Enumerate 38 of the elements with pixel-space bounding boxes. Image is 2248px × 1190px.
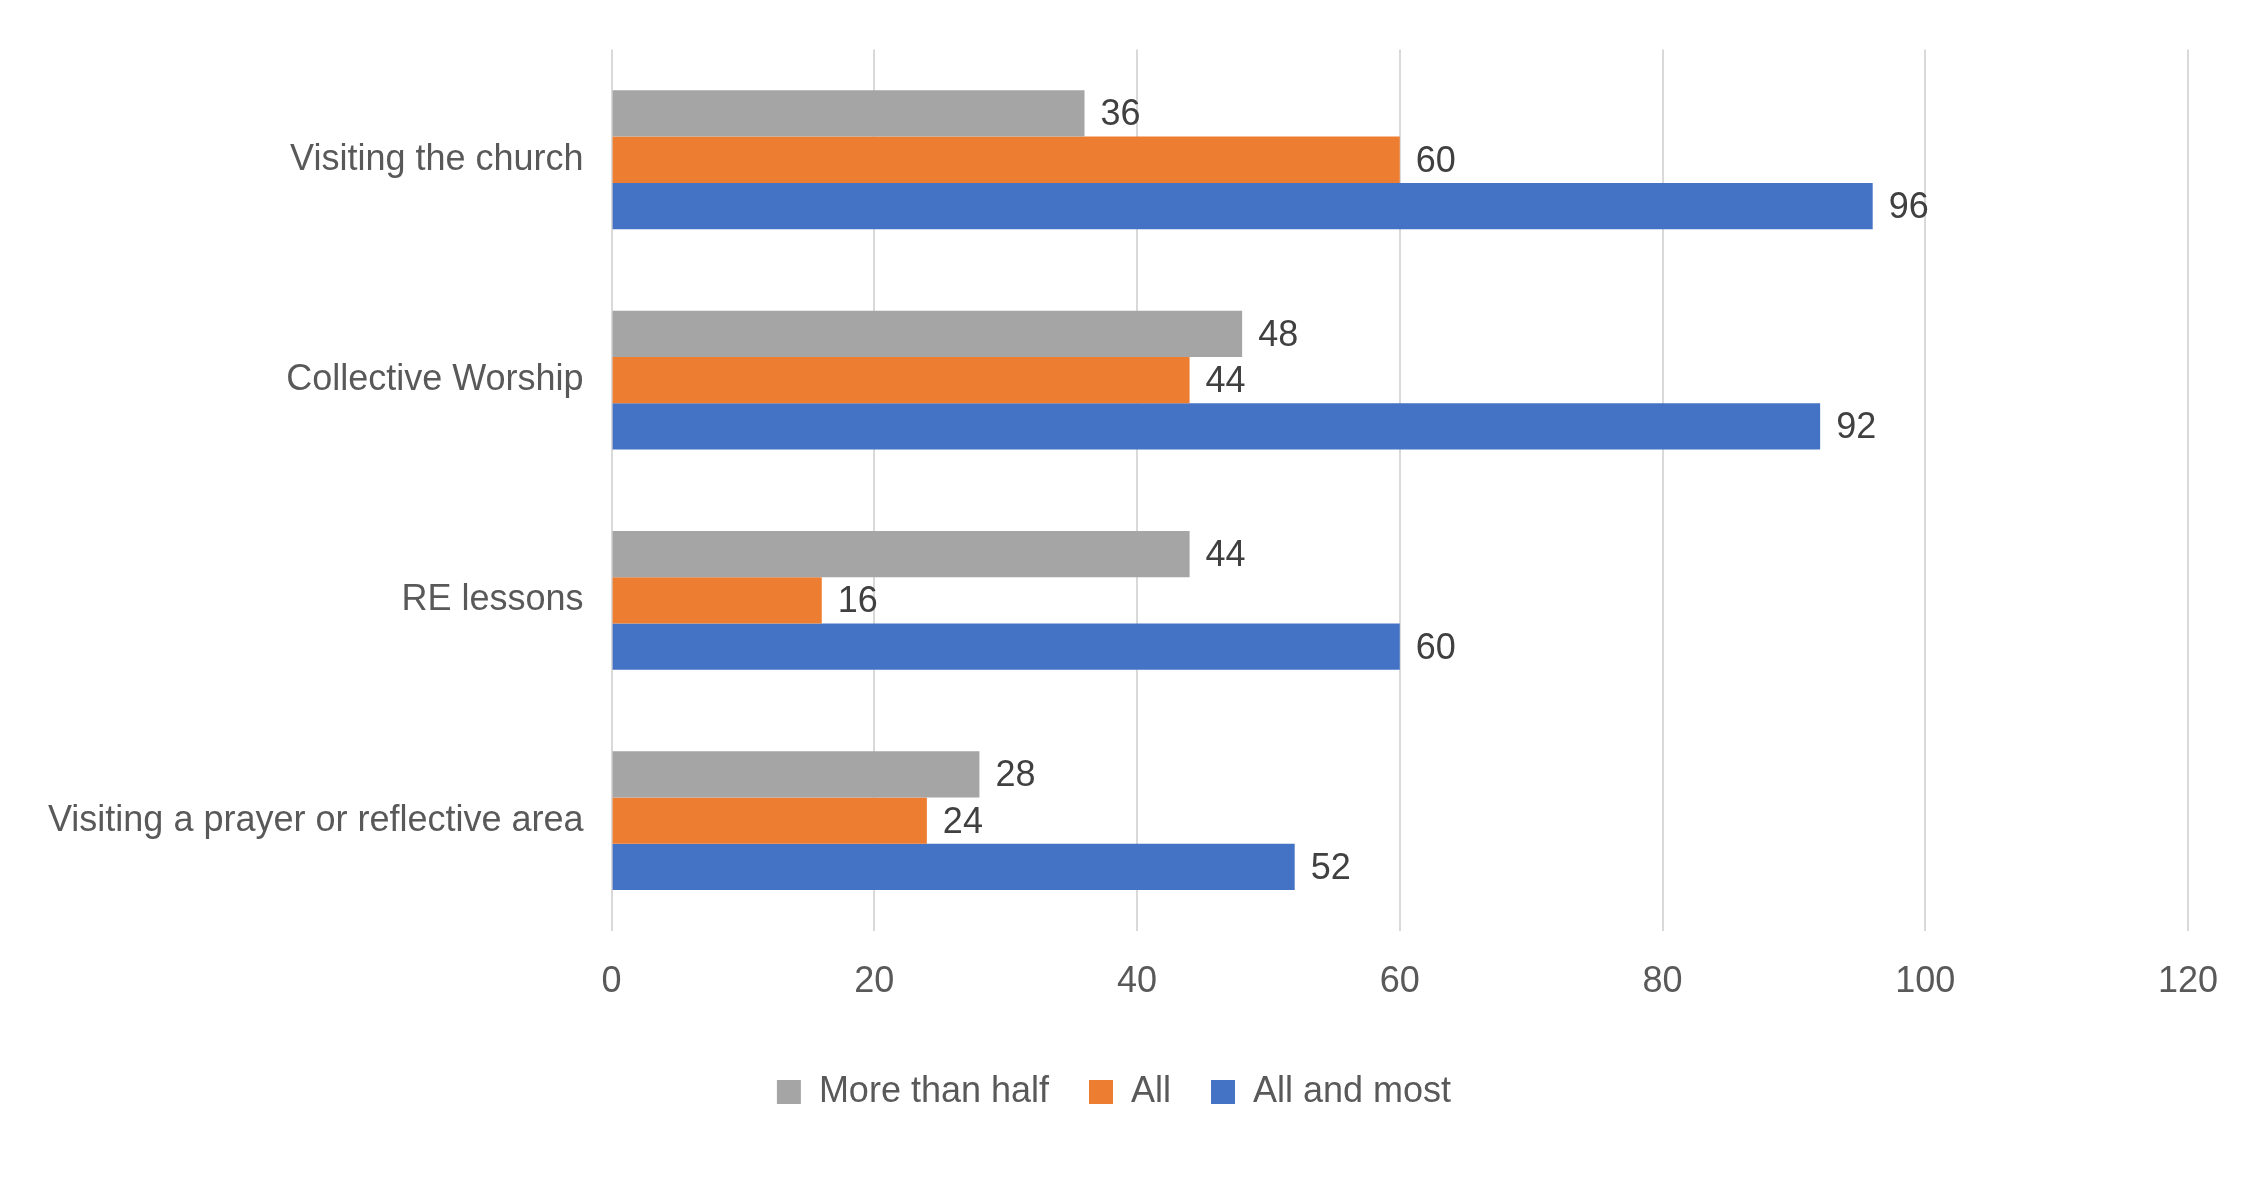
data-label: 16	[837, 579, 878, 621]
data-label: 28	[995, 753, 1036, 795]
data-label: 36	[1100, 92, 1141, 134]
data-label: 60	[1415, 625, 1456, 667]
y-tick-label: Visiting the church	[290, 136, 584, 178]
bar	[612, 356, 1190, 404]
x-tick-label: 80	[1642, 959, 1683, 1001]
y-tick-label: Visiting a prayer or reflective area	[47, 797, 585, 839]
data-label: 48	[1258, 312, 1299, 354]
bar	[612, 623, 1400, 670]
data-label: 44	[1205, 358, 1246, 400]
bar	[612, 403, 1821, 450]
x-tick-label: 20	[854, 959, 895, 1001]
legend-label: All and most	[1253, 1068, 1452, 1110]
data-label: 60	[1415, 138, 1456, 180]
bar	[612, 310, 1243, 357]
bar	[612, 577, 822, 624]
data-label: 96	[1888, 184, 1929, 226]
bar	[612, 843, 1295, 891]
bar	[612, 136, 1400, 183]
bar	[612, 751, 980, 798]
bar	[612, 797, 927, 844]
data-label: 44	[1205, 533, 1246, 575]
bar	[612, 182, 1873, 230]
data-label: 24	[942, 799, 983, 841]
legend-label: All	[1131, 1068, 1172, 1110]
x-tick-label: 100	[1895, 959, 1956, 1001]
y-tick-label: RE lessons	[401, 577, 584, 619]
data-label: 52	[1310, 845, 1351, 887]
y-tick-label: Collective Worship	[286, 356, 584, 398]
x-tick-label: 60	[1379, 959, 1420, 1001]
x-tick-label: 40	[1117, 959, 1158, 1001]
data-label: 92	[1836, 405, 1877, 447]
bar	[612, 90, 1085, 137]
bar	[612, 530, 1190, 578]
x-tick-label: 120	[2157, 959, 2219, 1001]
x-tick-label: 0	[601, 959, 622, 1001]
legend-label: More than half	[818, 1068, 1051, 1110]
